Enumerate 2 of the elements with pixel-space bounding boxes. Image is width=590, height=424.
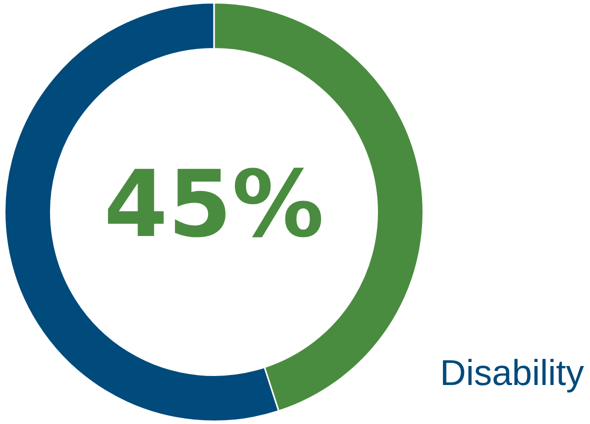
text: Disability [440,352,584,394]
data-label: 45% [104,150,324,258]
